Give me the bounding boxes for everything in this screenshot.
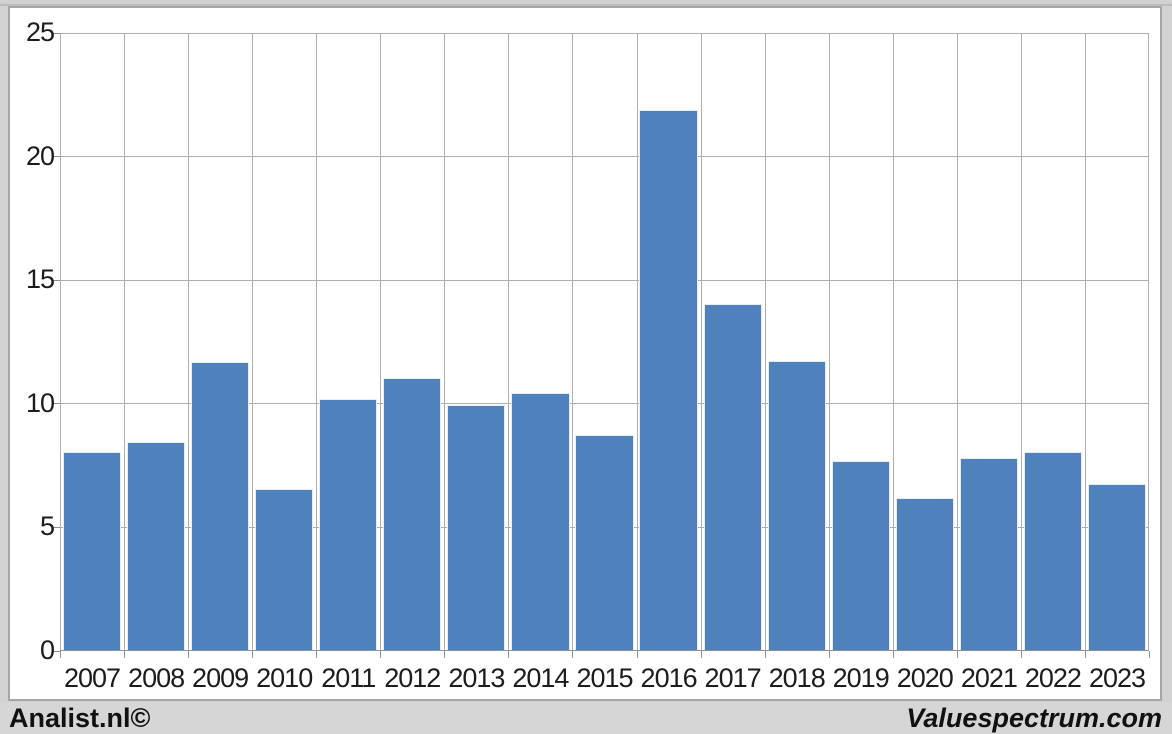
horizontal-gridline: [60, 279, 1149, 281]
bar-2012: [383, 378, 442, 650]
y-axis-tick: [52, 403, 60, 405]
y-axis-label: 15: [25, 264, 55, 295]
horizontal-gridline: [60, 156, 1149, 158]
bar-2011: [319, 399, 378, 650]
x-axis-tick: [572, 651, 573, 658]
x-axis-tick: [444, 651, 445, 658]
y-axis-tick: [52, 526, 60, 528]
bar-2021: [959, 458, 1018, 650]
bar-2023: [1087, 484, 1147, 650]
vertical-gridline: [252, 33, 253, 651]
x-axis-tick: [765, 651, 766, 658]
x-axis-tick: [637, 651, 638, 658]
vertical-gridline: [637, 33, 638, 651]
vertical-gridline: [1085, 33, 1086, 651]
horizontal-gridline: [60, 403, 1149, 405]
chart-frame: 0 5 10 15 20 25 2007 2008 2009 2010 2011 2012 2013 2…: [8, 6, 1162, 701]
x-axis-label: 2013: [448, 663, 505, 693]
x-axis-line: [60, 650, 1149, 651]
x-axis-tick: [124, 651, 125, 658]
x-axis-tick: [1085, 651, 1086, 658]
x-axis-label: 2018: [768, 663, 826, 693]
vertical-gridline: [1148, 33, 1149, 651]
bar-2016: [639, 109, 698, 650]
x-axis-label: 2015: [576, 663, 633, 693]
x-axis-tick: [957, 651, 958, 658]
vertical-gridline: [380, 33, 381, 651]
x-axis-tick: [829, 651, 830, 658]
y-axis-label: 20: [25, 140, 55, 171]
y-axis-label: 25: [25, 17, 55, 47]
bar-2017: [703, 303, 762, 650]
x-axis-label: 2012: [384, 663, 441, 693]
vertical-gridline: [188, 33, 189, 651]
x-axis-label: 2022: [1024, 663, 1082, 693]
x-axis-label: 2016: [640, 663, 698, 693]
bar-2019: [831, 460, 890, 650]
x-axis-tick: [252, 651, 253, 658]
brand-analist: Analist.nl©: [9, 703, 151, 733]
y-axis-tick: [52, 156, 60, 158]
bar-2009: [191, 362, 250, 650]
x-axis-label: 2023: [1088, 663, 1146, 693]
x-axis-tick: [893, 651, 894, 658]
bar-2007: [62, 452, 122, 650]
x-axis-label: 2007: [63, 663, 121, 693]
vertical-gridline: [444, 33, 445, 651]
horizontal-gridline: [60, 32, 1149, 34]
bar-2008: [126, 442, 186, 650]
brand-valuespectrum: Valuespectrum.com: [906, 703, 1162, 733]
vertical-gridline: [124, 33, 125, 651]
x-axis-label: 2008: [128, 663, 185, 693]
bar-2020: [895, 498, 954, 650]
frame-top-divider: [0, 4, 1172, 6]
y-axis-tick: [52, 32, 60, 34]
x-axis-label: 2014: [512, 663, 569, 693]
x-axis-tick: [60, 651, 61, 658]
y-axis-label: 5: [39, 511, 55, 542]
x-axis-label: 2009: [192, 663, 249, 693]
y-axis-tick: [52, 650, 60, 652]
vertical-gridline: [893, 33, 894, 651]
vertical-gridline: [508, 33, 509, 651]
vertical-gridline: [829, 33, 830, 651]
vertical-gridline: [957, 33, 958, 651]
bar-2013: [447, 405, 506, 650]
x-axis-label: 2020: [896, 663, 954, 693]
vertical-gridline: [701, 33, 702, 651]
x-axis-tick: [701, 651, 702, 658]
y-axis-tick: [52, 279, 60, 281]
footer-bar: Analist.nl© Valuespectrum.com: [0, 702, 1172, 734]
vertical-gridline: [765, 33, 766, 651]
vertical-gridline: [572, 33, 573, 651]
x-axis-label: 2017: [704, 663, 762, 693]
plot-area: [60, 32, 1149, 651]
y-axis-label: 0: [39, 635, 55, 665]
x-axis-tick: [316, 651, 317, 658]
x-axis-tick: [508, 651, 509, 658]
vertical-gridline: [316, 33, 317, 651]
x-axis-tick: [1149, 651, 1150, 658]
x-axis-tick: [1021, 651, 1022, 658]
y-axis-label: 10: [25, 387, 55, 418]
bar-2010: [255, 489, 314, 650]
x-axis-label: 2021: [960, 663, 1018, 693]
x-axis-tick: [380, 651, 381, 658]
vertical-gridline: [60, 33, 61, 651]
vertical-gridline: [1021, 33, 1022, 651]
bar-2015: [575, 434, 634, 650]
bar-2014: [511, 392, 570, 650]
bar-2018: [767, 360, 826, 650]
bar-2022: [1023, 452, 1083, 650]
x-axis-tick: [188, 651, 189, 658]
x-axis-label: 2011: [321, 663, 376, 693]
x-axis-label: 2010: [256, 663, 313, 693]
x-axis-label: 2019: [832, 663, 890, 693]
